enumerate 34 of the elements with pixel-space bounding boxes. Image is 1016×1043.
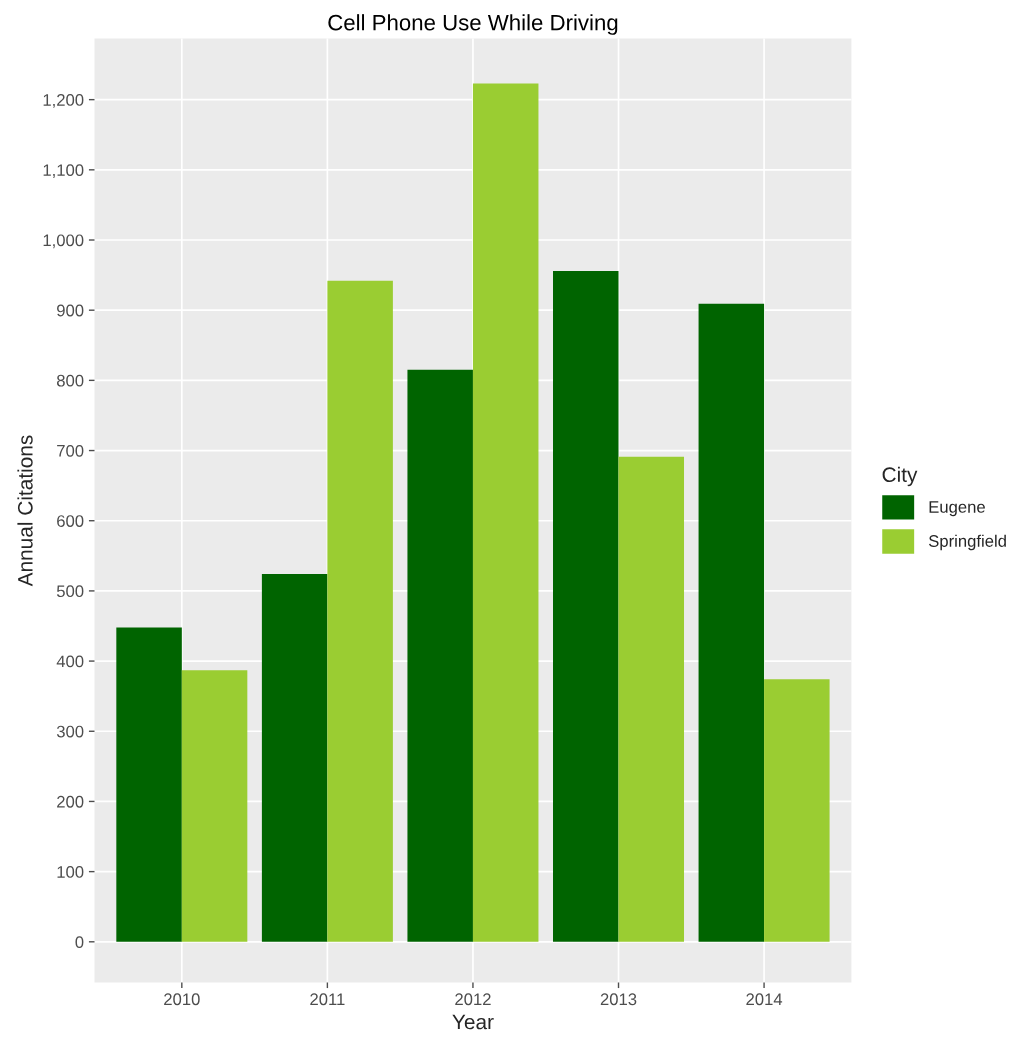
y-tick-label: 800	[56, 374, 84, 387]
y-tick-label: 400	[56, 655, 84, 668]
y-tick-label: 1,000	[43, 234, 84, 249]
bar	[472, 83, 539, 942]
x-tick-label: 2013	[600, 993, 637, 1006]
legend-label: Eugene	[929, 501, 985, 517]
bar	[407, 369, 473, 942]
y-tick-label: 200	[57, 795, 84, 808]
y-tick-label: 0	[75, 936, 84, 948]
bar	[698, 303, 765, 942]
x-tick-label: 2010	[164, 993, 200, 1006]
bar	[327, 280, 393, 942]
legend-title: City	[882, 466, 918, 487]
bar	[553, 270, 619, 942]
y-tick-label: 700	[57, 444, 84, 457]
bar	[618, 456, 685, 942]
x-axis-title: Year	[452, 1014, 494, 1030]
legend-label: Springfield	[928, 534, 1006, 551]
chart-title: Cell Phone Use While Driving	[328, 14, 618, 35]
y-tick-label: 500	[56, 585, 84, 598]
y-tick-label: 1,100	[43, 164, 84, 178]
bar	[764, 679, 830, 942]
y-tick-label: 1,200	[43, 94, 84, 108]
x-tick-label: 2014	[746, 993, 783, 1006]
bar	[116, 627, 182, 942]
y-tick-label: 300	[56, 725, 84, 738]
bar	[261, 574, 328, 942]
bar	[181, 670, 248, 942]
y-axis-title: Annual Citations	[17, 435, 33, 587]
y-tick-label: 100	[57, 866, 84, 878]
x-tick-label: 2011	[310, 993, 345, 1006]
y-tick-label: 600	[57, 515, 84, 527]
x-tick-label: 2012	[455, 993, 491, 1006]
y-tick-label: 900	[57, 304, 84, 317]
